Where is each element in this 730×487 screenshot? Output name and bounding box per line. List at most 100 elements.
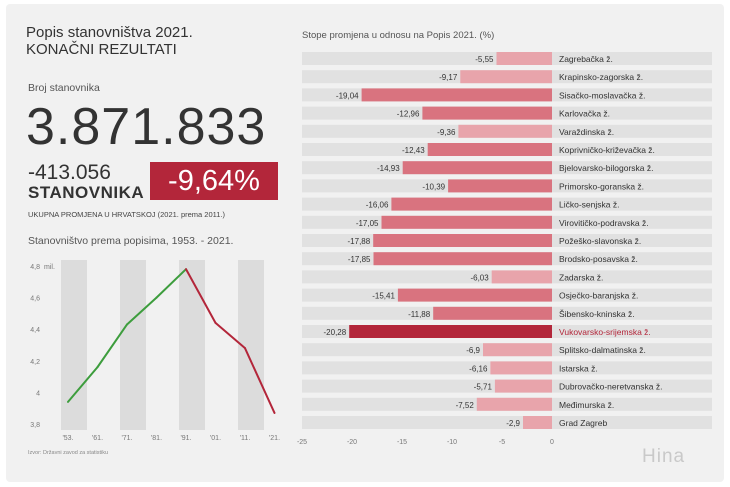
category-label: Karlovačka ž.: [559, 109, 610, 119]
source-note: Izvor: Državni zavod za statistiku: [28, 450, 109, 456]
bar: [494, 379, 552, 393]
line-segment: [214, 321, 246, 350]
bar: [491, 270, 552, 284]
bar-value-label: -6,9: [466, 346, 480, 355]
x-tick-label: '61.: [92, 435, 103, 442]
bar: [361, 88, 552, 102]
category-label: Dubrovačko-neretvanska ž.: [559, 382, 662, 392]
category-label: Zagrebačka ž.: [559, 54, 613, 64]
bar: [373, 252, 552, 266]
bar-value-label: -14,93: [377, 164, 400, 173]
bar: [490, 361, 552, 375]
title-line-1: Popis stanovništva 2021.: [26, 24, 193, 41]
hina-logo: Hina: [642, 446, 686, 467]
line-chart-title: Stanovništvo prema popisima, 1953. - 202…: [28, 235, 234, 247]
x-tick-label: -10: [447, 439, 457, 446]
bar: [373, 234, 552, 247]
x-tick-label: '11.: [240, 435, 251, 442]
bar: [496, 52, 552, 65]
line-chart: 4,8 4,6 4,4 4,2 4 3,8 mil. '53. '61. '71. '81. '91.…: [30, 260, 280, 442]
bar-value-label: -10,39: [422, 182, 445, 191]
x-tick-label: -15: [397, 439, 407, 446]
bar: [483, 343, 552, 357]
line-segment: [185, 268, 217, 324]
x-tick-label: '71.: [121, 435, 132, 442]
bar: [349, 325, 552, 338]
category-label: Brodsko-posavska ž.: [559, 254, 638, 264]
y-tick-label: 3,8: [30, 422, 40, 429]
bar: [448, 179, 552, 193]
category-label: Zadarska ž.: [559, 272, 603, 282]
category-label: Varaždinska ž.: [559, 127, 614, 137]
x-tick-label: -20: [347, 439, 357, 446]
bar-value-label: -11,88: [408, 310, 431, 319]
line-segment: [67, 366, 99, 403]
page-title: Popis stanovništva 2021. KONAČNI REZULTA…: [26, 24, 193, 58]
x-tick-label: '21.: [269, 435, 280, 442]
y-tick-label: 4,6: [30, 296, 40, 303]
bar: [422, 106, 552, 120]
bar: [381, 215, 552, 229]
bar: [476, 397, 552, 411]
bar-value-label: -6,16: [469, 364, 488, 373]
category-label: Sisačko-moslavačka ž.: [559, 90, 645, 100]
decade-band: [179, 260, 205, 430]
bar-value-label: -20,28: [324, 328, 347, 337]
bar-value-label: -2,9: [506, 419, 520, 428]
bar: [427, 143, 552, 156]
bar-value-label: -17,88: [348, 237, 371, 246]
line-segment: [155, 268, 187, 299]
bar: [458, 124, 552, 138]
line-segment: [126, 296, 158, 326]
bar: [402, 161, 552, 175]
bar: [391, 197, 552, 211]
bar-value-label: -15,41: [372, 292, 395, 301]
bar-chart-title: Stope promjena u odnosu na Popis 2021. (…: [302, 30, 495, 41]
bar-value-label: -16,06: [366, 201, 389, 210]
category-label: Splitsko-dalmatinska ž.: [559, 345, 646, 355]
category-label: Ličko-senjska ž.: [559, 200, 619, 210]
y-tick-label: 4,2: [30, 359, 40, 366]
x-tick-label: '01.: [210, 435, 221, 442]
y-tick-label: 4,8: [30, 264, 40, 271]
population-label: Broj stanovnika: [28, 82, 100, 94]
bar-value-label: -7,52: [456, 401, 475, 410]
title-line-2: KONAČNI REZULTATI: [26, 41, 177, 58]
bar-value-label: -12,43: [402, 146, 425, 155]
decade-band: [61, 260, 87, 430]
bar-value-label: -19,04: [336, 91, 359, 100]
x-tick-label: '53.: [62, 435, 73, 442]
bar-value-label: -12,96: [397, 110, 420, 119]
y-tick-label: 4,4: [30, 327, 40, 334]
population-value: 3.871.833: [26, 98, 267, 156]
change-unit: STANOVNIKA: [28, 183, 145, 202]
line-segment: [96, 323, 128, 369]
bar: [523, 416, 552, 429]
category-label: Krapinsko-zagorska ž.: [559, 72, 643, 82]
bar-chart: -5,55 Zagrebačka ž. -9,17 Krapinsko-zagorsk…: [297, 52, 712, 446]
row-background: [302, 416, 712, 429]
category-label: Osječko-baranjska ž.: [559, 291, 638, 301]
infographic-card: Popis stanovništva 2021. KONAČNI REZULTA…: [6, 4, 724, 482]
category-label: Virovitičko-podravska ž.: [559, 218, 649, 228]
x-tick-label: '81.: [151, 435, 162, 442]
x-tick-label: -5: [499, 439, 505, 446]
y-unit-label: mil.: [44, 264, 55, 271]
x-tick-label: 0: [550, 439, 554, 446]
category-label: Bjelovarsko-bilogorska ž.: [559, 163, 653, 173]
bar-value-label: -17,05: [356, 219, 379, 228]
change-value: -413.056: [28, 161, 111, 184]
x-tick-label: -25: [297, 439, 307, 446]
category-label: Šibensko-kninska ž.: [559, 309, 635, 319]
bar-value-label: -6,03: [470, 273, 489, 282]
bar-value-label: -9,17: [439, 73, 458, 82]
category-label: Primorsko-goranska ž.: [559, 181, 644, 191]
category-label: Vukovarsko-srijemska ž.: [559, 327, 651, 337]
change-percent-badge: -9,64%: [150, 162, 278, 200]
decade-band: [120, 260, 146, 430]
category-label: Grad Zagreb: [559, 418, 607, 428]
change-description: UKUPNA PROMJENA U HRVATSKOJ (2021. prema…: [28, 210, 226, 219]
bar: [433, 306, 552, 320]
bar: [460, 70, 552, 84]
category-label: Koprivničko-križevačka ž.: [559, 145, 655, 155]
